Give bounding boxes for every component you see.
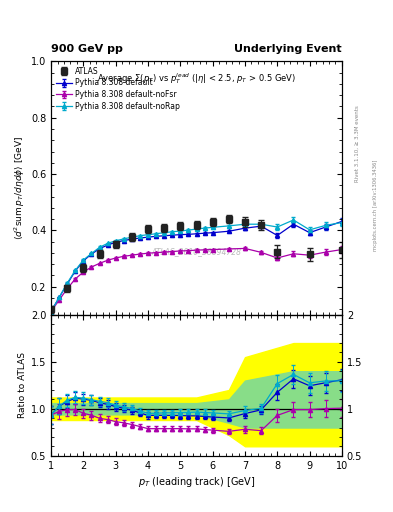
Y-axis label: Ratio to ATLAS: Ratio to ATLAS: [18, 352, 27, 418]
Text: Average $\Sigma(p_T)$ vs $p_T^{lead}$ ($|\eta|$ < 2.5, $p_T$ > 0.5 GeV): Average $\Sigma(p_T)$ vs $p_T^{lead}$ ($…: [97, 72, 296, 87]
Text: Rivet 3.1.10, ≥ 3.3M events: Rivet 3.1.10, ≥ 3.3M events: [355, 105, 360, 182]
Y-axis label: $\langle d^2 \mathrm{sum}\, p_T/d\eta d\phi \rangle$ [GeV]: $\langle d^2 \mathrm{sum}\, p_T/d\eta d\…: [12, 136, 27, 240]
Text: mcplots.cern.ch [arXiv:1306.3436]: mcplots.cern.ch [arXiv:1306.3436]: [373, 159, 378, 250]
Text: Underlying Event: Underlying Event: [234, 44, 342, 54]
Text: ATLAS_2010_S8894728: ATLAS_2010_S8894728: [151, 247, 242, 256]
Text: 900 GeV pp: 900 GeV pp: [51, 44, 123, 54]
Legend: ATLAS, Pythia 8.308 default, Pythia 8.308 default-noFsr, Pythia 8.308 default-no: ATLAS, Pythia 8.308 default, Pythia 8.30…: [53, 63, 183, 114]
X-axis label: $p_T$ (leading track) [GeV]: $p_T$ (leading track) [GeV]: [138, 475, 255, 489]
